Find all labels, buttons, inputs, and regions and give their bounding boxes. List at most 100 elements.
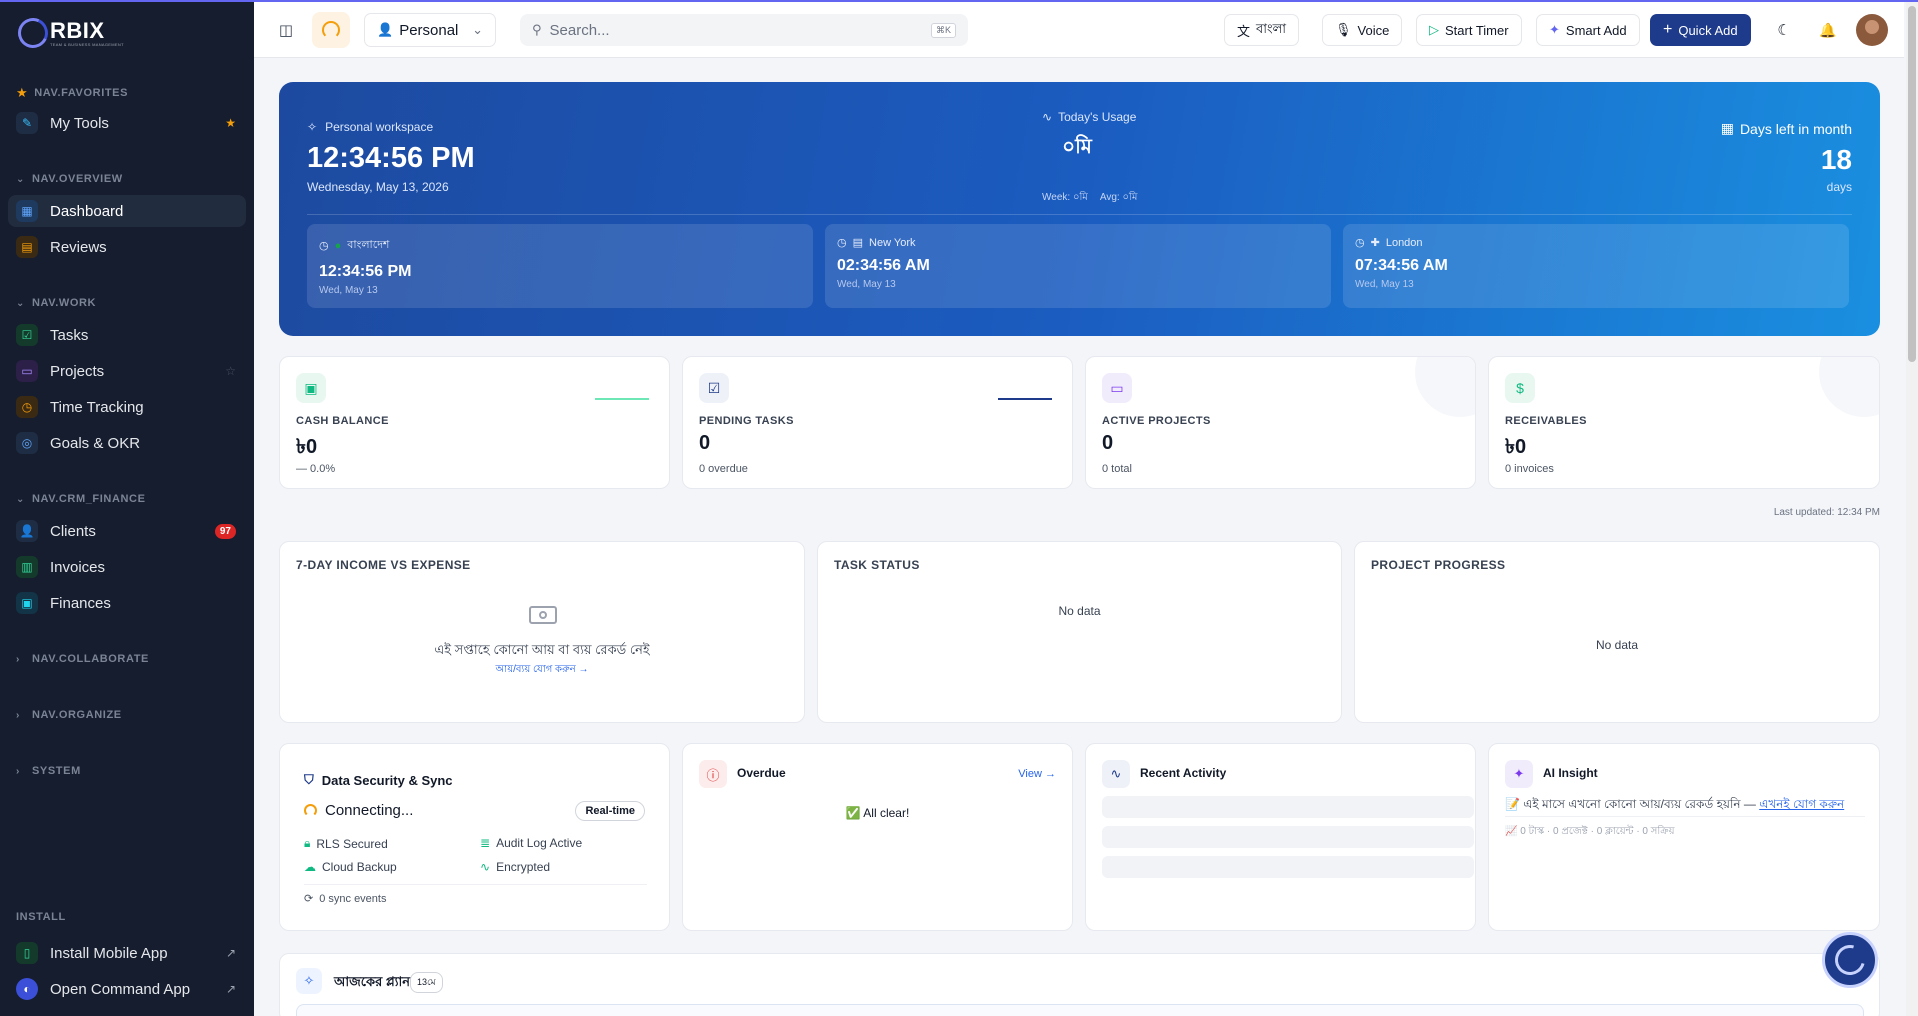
overdue-view-link[interactable]: View → <box>1018 768 1056 780</box>
flag-bd-icon: ● <box>334 239 342 252</box>
sidebar: RBIX TEAM & BUSINESS MANAGEMENT ★ NAV.FA… <box>0 0 254 1016</box>
sidebar-item-goals[interactable]: ◎ Goals & OKR <box>8 427 246 459</box>
notifications-bell-icon[interactable]: 🔔 <box>1819 21 1837 38</box>
sparkle-icon: ✧ <box>296 968 322 994</box>
sidebar-item-invoices[interactable]: ▥ Invoices <box>8 551 246 583</box>
wrench-icon: ✎ <box>16 112 38 134</box>
overdue-message: ✅ All clear! <box>845 806 910 820</box>
alert-icon: ⓘ <box>699 760 727 788</box>
page-scrollbar-thumb[interactable] <box>1908 6 1916 362</box>
days-left-value: 18 <box>1820 144 1852 175</box>
wallet-icon: ▣ <box>296 373 326 403</box>
dollar-icon: $ <box>1505 373 1535 403</box>
divider <box>1505 816 1865 817</box>
empty-message: এই সপ্তাহে কোনো আয় বা ব্যয় রেকর্ড নেই <box>434 642 650 657</box>
stat-value: 0 <box>1102 432 1114 454</box>
sidebar-item-label: Reviews <box>50 238 107 256</box>
open-command-app-link[interactable]: ◐ Open Command App ↗ <box>8 973 246 1005</box>
ai-insight-text: 📝 এই মাসে এখনো কোনো আয়/ব্যয় রেকর্ড হয়… <box>1505 797 1845 811</box>
realtime-badge: Real-time <box>575 801 645 821</box>
folder-icon: ▭ <box>1102 373 1132 403</box>
collaborate-section-toggle[interactable]: › NAV.COLLABORATE <box>16 653 149 665</box>
clock-icon: ◷ <box>1355 237 1365 249</box>
brand-name: RBIX <box>50 17 105 43</box>
refresh-icon: ⟳ <box>304 893 314 905</box>
sidebar-item-label: Finances <box>50 594 111 612</box>
sidebar-item-reviews[interactable]: ▤ Reviews <box>8 231 246 263</box>
smart-add-button[interactable]: ✦ Smart Add <box>1536 14 1640 46</box>
sidebar-item-projects[interactable]: ▭ Projects ☆ <box>8 355 246 387</box>
memo-icon: 📝 <box>1505 797 1520 811</box>
top-accent-line <box>0 0 1918 2</box>
command-app-fab[interactable] <box>1822 932 1878 988</box>
timezone-date: Wed, May 13 <box>1355 279 1414 290</box>
microphone-icon: 🎙 <box>1335 22 1352 37</box>
add-now-link[interactable]: এখনই যোগ করুন <box>1759 797 1845 811</box>
user-avatar[interactable] <box>1856 14 1888 46</box>
decorative-bubble <box>1819 357 1879 417</box>
chevron-right-icon: › <box>16 765 20 777</box>
sidebar-item-finances[interactable]: ▣ Finances <box>8 587 246 619</box>
sidebar-item-my-tools[interactable]: ✎ My Tools ★ <box>8 107 246 139</box>
add-income-expense-link[interactable]: আয়/ব্যয় যোগ করুন → <box>495 664 589 675</box>
sidebar-toggle-icon[interactable]: ◫ <box>278 22 294 39</box>
chevron-down-icon: ⌄ <box>472 22 483 37</box>
card-title: PROJECT PROGRESS <box>1371 558 1506 572</box>
system-section-toggle[interactable]: › SYSTEM <box>16 765 81 777</box>
voice-button[interactable]: 🎙 Voice <box>1322 14 1403 46</box>
command-app-icon: ◐ <box>16 978 38 1000</box>
install-mobile-app-link[interactable]: ▯ Install Mobile App ↗ <box>8 937 246 969</box>
timezone-card-london: ◷ ✚ London 07:34:56 AM Wed, May 13 <box>1343 224 1849 308</box>
flag-uk-icon: ✚ <box>1370 237 1380 249</box>
stat-card-receivables[interactable]: $ RECEIVABLES ৳0 0 invoices <box>1488 356 1880 489</box>
favorite-star-icon[interactable]: ★ <box>225 116 236 130</box>
organize-section-toggle[interactable]: › NAV.ORGANIZE <box>16 709 122 721</box>
loading-skeleton <box>1102 826 1474 848</box>
stat-card-cash-balance[interactable]: ▣ CASH BALANCE ৳0 — 0.0% <box>279 356 670 489</box>
favorite-star-outline-icon[interactable]: ☆ <box>225 364 236 378</box>
crm-section-toggle[interactable]: ⌄ NAV.CRM_FINANCE <box>16 493 146 505</box>
todays-plan-card: ✧ আজকের প্ল্যান 13মে <box>279 953 1880 1016</box>
clipboard-icon: ▤ <box>16 236 38 258</box>
work-section-toggle[interactable]: ⌄ NAV.WORK <box>16 297 97 309</box>
sparkline <box>998 398 1052 400</box>
spinner-icon <box>322 21 340 39</box>
favorites-section-label: ★ NAV.FAVORITES <box>16 85 129 100</box>
usage-value: ০মি <box>1062 136 1092 158</box>
sidebar-item-tasks[interactable]: ☑ Tasks <box>8 319 246 351</box>
install-section-label: INSTALL <box>16 911 66 923</box>
play-icon: ▷ <box>1429 22 1439 37</box>
sidebar-item-label: Tasks <box>50 326 89 344</box>
last-updated: Last updated: 12:34 PM <box>1773 507 1880 518</box>
loading-skeleton <box>1102 796 1474 818</box>
language-button[interactable]: 文 বাংলা <box>1224 14 1300 46</box>
sidebar-item-time-tracking[interactable]: ◷ Time Tracking <box>8 391 246 423</box>
dark-mode-toggle-icon[interactable]: ☾ <box>1777 22 1791 39</box>
grid-icon: ▦ <box>16 200 38 222</box>
clock-icon: ◷ <box>16 396 38 418</box>
lock-icon: 🔒︎ <box>304 836 311 850</box>
stat-card-active-projects[interactable]: ▭ ACTIVE PROJECTS 0 0 total <box>1085 356 1476 489</box>
empty-message: No data <box>1058 604 1101 618</box>
clock-icon: ◷ <box>319 240 329 252</box>
stat-card-pending-tasks[interactable]: ☑ PENDING TASKS 0 0 overdue <box>682 356 1073 489</box>
quick-add-button[interactable]: + Quick Add <box>1650 14 1751 46</box>
shield-icon: ⛉ <box>304 772 314 787</box>
workspace-label: ✧ Personal workspace <box>307 120 434 134</box>
search-shortcut: ⌘K <box>930 22 956 38</box>
card-title: আজকের প্ল্যান <box>334 974 411 989</box>
start-timer-button[interactable]: ▷ Start Timer <box>1416 14 1522 46</box>
card-title: TASK STATUS <box>834 558 920 572</box>
user-icon: 👤 <box>377 22 394 37</box>
sidebar-item-dashboard[interactable]: ▦ Dashboard <box>8 195 246 227</box>
hero-clock: 12:34:56 PM <box>307 142 475 174</box>
top-bar: ◫ 👤 Personal ⌄ ⚲ Search... ⌘K 文 বাংলা 🎙 … <box>254 2 1904 58</box>
brand-logo[interactable]: RBIX TEAM & BUSINESS MANAGEMENT <box>13 13 124 53</box>
clock-icon: ◷ <box>837 237 847 249</box>
workspace-select[interactable]: 👤 Personal ⌄ <box>364 13 496 47</box>
overview-section-toggle[interactable]: ⌄ NAV.OVERVIEW <box>16 173 123 185</box>
sidebar-item-clients[interactable]: 👤 Clients 97 <box>8 515 246 547</box>
search-input[interactable]: ⚲ Search... ⌘K <box>520 14 968 46</box>
users-icon: 👤 <box>16 520 38 542</box>
calendar-icon: ▦ <box>1720 120 1734 136</box>
